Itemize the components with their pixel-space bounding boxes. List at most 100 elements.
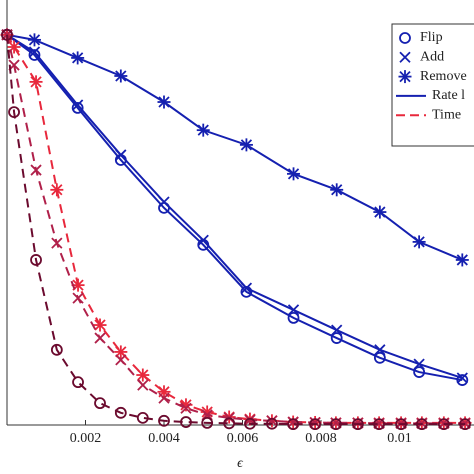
x-tick-label: 0.004 — [148, 431, 180, 446]
data-point — [180, 416, 192, 428]
legend-item: Time — [396, 107, 461, 122]
marker-stroke — [240, 282, 253, 294]
data-point — [137, 379, 149, 391]
marker-circle — [72, 376, 84, 389]
marker-circle — [50, 343, 63, 356]
data-point — [93, 318, 107, 332]
marker-circle — [351, 418, 364, 431]
series-line — [6, 34, 466, 426]
marker-circle — [330, 418, 342, 431]
marker-stroke — [94, 332, 106, 344]
data-point — [287, 311, 300, 324]
marker-stroke — [456, 372, 468, 384]
data-point — [72, 376, 84, 389]
legend-label: Flip — [420, 30, 443, 45]
data-point — [351, 418, 364, 431]
data-point — [8, 106, 20, 118]
data-point — [1, 28, 13, 41]
data-point — [115, 354, 127, 366]
marker-circle — [415, 418, 428, 431]
data-point — [180, 402, 192, 414]
data-point — [309, 416, 321, 429]
marker-circle — [1, 28, 13, 41]
marker-stroke — [72, 292, 84, 304]
x-tick-label: 0.006 — [227, 431, 259, 446]
marker-circle — [28, 49, 41, 61]
data-point — [136, 411, 149, 424]
data-point — [50, 343, 63, 356]
marker-circle — [8, 106, 20, 118]
data-point — [455, 253, 469, 267]
data-point — [51, 237, 63, 249]
data-point — [373, 351, 386, 364]
legend-box — [391, 23, 474, 147]
marker-circle — [309, 418, 322, 431]
marker-stroke — [399, 51, 411, 63]
x-axis-label: ϵ — [237, 456, 244, 471]
marker-circle — [459, 418, 471, 431]
x-tick-label: 0.01 — [387, 431, 412, 446]
data-point — [456, 374, 469, 386]
legend-item: Remove — [398, 69, 467, 84]
marker-circle — [373, 418, 385, 431]
marker-circle — [223, 417, 236, 430]
data-point — [412, 235, 426, 249]
marker-stroke — [30, 164, 42, 176]
marker-circle — [287, 311, 300, 324]
data-point — [71, 51, 85, 65]
marker-circle — [330, 332, 343, 344]
data-point — [373, 205, 387, 219]
data-point — [114, 69, 128, 83]
marker-stroke — [51, 237, 63, 249]
data-point — [28, 46, 41, 58]
legend-item: Flip — [399, 30, 443, 45]
data-point — [415, 418, 428, 431]
marker-circle — [94, 397, 106, 410]
marker-circle — [413, 366, 426, 378]
data-point — [30, 254, 42, 266]
data-point — [244, 417, 256, 430]
data-point — [30, 164, 42, 176]
marker-circle — [240, 285, 253, 298]
x-tick-label: 0.008 — [305, 431, 337, 446]
marker-circle — [158, 201, 170, 214]
data-point — [239, 138, 253, 152]
marker-circle — [158, 414, 170, 427]
data-point — [330, 332, 343, 344]
marker-circle — [180, 416, 192, 428]
data-point — [28, 49, 41, 61]
marker-circle — [114, 406, 127, 419]
legend-item: Add — [399, 50, 444, 65]
data-point — [287, 167, 301, 181]
marker-stroke — [244, 414, 256, 426]
data-point — [72, 99, 84, 111]
data-point — [114, 154, 127, 166]
marker-circle — [437, 418, 450, 431]
marker-circle — [456, 374, 469, 386]
data-point — [459, 418, 471, 431]
marker-circle — [197, 238, 210, 251]
data-point — [29, 75, 43, 89]
marker-stroke — [137, 379, 149, 391]
data-point — [197, 238, 210, 251]
data-point — [266, 417, 278, 430]
marker-stroke — [115, 354, 127, 366]
data-point — [50, 183, 64, 197]
marker-circle — [244, 417, 256, 430]
data-point — [114, 345, 128, 359]
legend-label: Remove — [420, 69, 467, 84]
marker-circle — [266, 417, 278, 430]
x-tick-label: 0.002 — [70, 431, 102, 446]
data-point — [158, 414, 170, 427]
marker-stroke — [309, 416, 321, 429]
data-point — [114, 406, 127, 419]
data-point — [27, 33, 41, 47]
data-point — [158, 201, 170, 214]
marker-stroke — [158, 392, 170, 404]
data-point — [456, 372, 468, 384]
marker-circle — [71, 102, 84, 114]
data-point — [413, 366, 426, 378]
data-point — [240, 285, 253, 298]
data-point — [373, 418, 385, 431]
